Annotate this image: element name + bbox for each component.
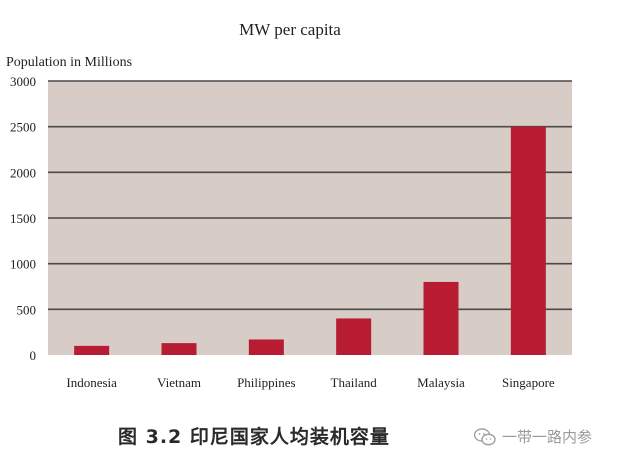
wechat-icon xyxy=(474,427,496,445)
y-tick-label: 3000 xyxy=(10,74,36,89)
figure-caption: 图 3.2 印尼国家人均装机容量 xyxy=(118,426,390,448)
bar-malaysia xyxy=(423,281,459,355)
x-axis-categories: Indonesia Vietnam Philippines Thailand Malay… xyxy=(66,375,555,390)
x-category-label: Vietnam xyxy=(157,375,201,390)
grid-lines xyxy=(48,80,572,311)
y-tick-label: 1000 xyxy=(10,257,36,272)
x-category-label: Malaysia xyxy=(417,375,465,390)
bar-philippines xyxy=(248,339,284,355)
y-tick-label: 1500 xyxy=(10,211,36,226)
bar-thailand xyxy=(336,318,372,355)
y-axis-ticks: 0 500 1000 1500 2000 2500 3000 xyxy=(10,74,36,363)
y-axis-label: Population in Millions xyxy=(6,55,132,70)
y-tick-label: 2500 xyxy=(10,120,36,135)
watermark: 一带一路内参 xyxy=(474,426,592,447)
bar-vietnam xyxy=(161,343,197,355)
y-tick-label: 0 xyxy=(30,348,37,363)
watermark-text: 一带一路内参 xyxy=(502,428,593,446)
bar-indonesia xyxy=(74,345,110,355)
y-tick-label: 500 xyxy=(17,302,37,317)
x-category-label: Thailand xyxy=(331,375,378,390)
y-tick-label: 2000 xyxy=(10,165,36,180)
x-category-label: Singapore xyxy=(502,375,555,390)
x-category-label: Philippines xyxy=(237,375,296,390)
chart-title: MW per capita xyxy=(239,20,341,39)
bar-singapore xyxy=(510,126,546,356)
bars xyxy=(74,126,546,356)
x-category-label: Indonesia xyxy=(66,375,117,390)
